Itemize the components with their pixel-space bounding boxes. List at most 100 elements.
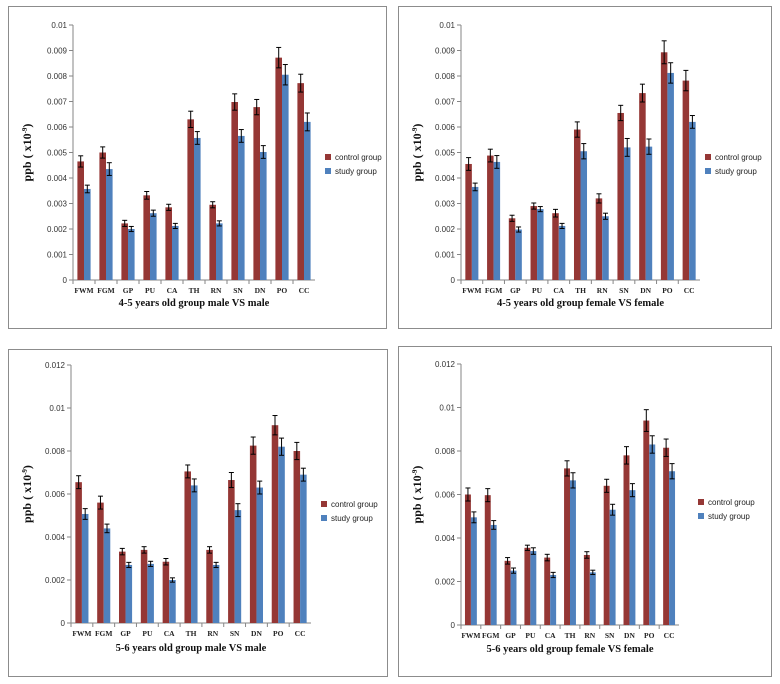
bar-study (216, 223, 223, 280)
y-axis-label-text: ppb ( x10 (20, 475, 34, 523)
x-tick-label: CC (684, 286, 695, 295)
x-tick-label: PU (142, 629, 153, 638)
bar-control (595, 198, 603, 280)
bar-control (552, 213, 559, 280)
bar-control (206, 549, 213, 623)
y-tick-label: 0.005 (47, 149, 68, 158)
x-tick-label: FGM (95, 629, 113, 638)
y-axis-label-close: ) (410, 466, 424, 470)
bar-control (603, 485, 610, 625)
y-tick-label: 0.01 (439, 404, 455, 413)
y-axis-label: ppb ( x10-9) (20, 124, 34, 182)
y-tick-label: 0.01 (51, 21, 67, 30)
y-axis-label-text: ppb ( x10 (410, 475, 424, 523)
y-tick-label: 0.008 (47, 72, 68, 81)
bar-control (253, 107, 260, 280)
legend-label-study: study group (708, 512, 750, 521)
legend-swatch-study (325, 168, 331, 174)
legend-label-study: study group (715, 167, 757, 176)
x-tick-label: SN (230, 629, 240, 638)
x-tick-label: PU (525, 631, 536, 640)
x-tick-label: CC (295, 629, 306, 638)
bar-study (645, 146, 653, 280)
chart-5-6-female: 0 0.002 0.004 0.006 0.008 0.01 0.012 FWM FGM GP PU… (410, 360, 755, 655)
chart-5-6-male: 0 0.002 0.004 0.006 0.008 0.01 0.012 FWM FGM GP PU… (20, 361, 378, 654)
legend-swatch-study (698, 513, 704, 519)
bar-study (580, 151, 588, 280)
legend-swatch-control (325, 154, 331, 160)
y-tick-label: 0.008 (435, 447, 456, 456)
bar-control (184, 471, 191, 623)
y-tick-label: 0.002 (435, 225, 456, 234)
bar-study (194, 137, 201, 280)
bar-control (121, 223, 128, 280)
y-tick-label: 0 (61, 619, 66, 628)
bar-control (623, 455, 630, 625)
y-axis-label: ppb ( x10-9) (410, 124, 424, 182)
bar-control (544, 557, 551, 625)
x-tick-label: FWM (461, 631, 480, 640)
y-axis-label-superscript: -9 (21, 127, 29, 133)
y-tick-label: 0 (451, 621, 456, 630)
y-tick-label: 0.008 (435, 72, 456, 81)
legend-label-control: control group (715, 153, 762, 162)
chart-4-5-male: 0 0.001 0.002 0.003 0.004 0.005 0.006 0.007 0.00… (20, 21, 382, 309)
x-tick-label: DN (251, 629, 262, 638)
x-tick-label: RN (597, 286, 608, 295)
bar-study (260, 151, 267, 280)
bar-study (609, 509, 616, 625)
x-tick-label: CA (545, 631, 556, 640)
bar-study (278, 446, 285, 623)
bar-study (629, 490, 636, 625)
bar-study (689, 121, 696, 281)
x-tick-label: FGM (97, 286, 115, 295)
bar-control (663, 447, 670, 625)
bar-study (103, 528, 111, 623)
y-tick-label: 0.012 (435, 360, 456, 369)
bar-study (81, 513, 89, 623)
legend-label-control: control group (708, 498, 755, 507)
legend-swatch-study (321, 515, 327, 521)
bar-control (97, 502, 104, 623)
bar-study (490, 524, 497, 625)
bar-control (564, 468, 570, 625)
x-tick-label: PO (644, 631, 655, 640)
bar-control (487, 155, 494, 280)
y-tick-label: 0.004 (47, 174, 68, 183)
bar-study (128, 229, 135, 280)
bar-control (660, 52, 668, 280)
x-tick-label: CA (164, 629, 175, 638)
x-tick-label: PU (532, 286, 543, 295)
bar-control (119, 551, 126, 623)
y-tick-label: 0.002 (45, 576, 66, 585)
bar-control (228, 480, 235, 623)
bar-control (508, 218, 516, 280)
bar-study (147, 563, 154, 623)
bar-control (682, 80, 690, 280)
y-axis-label-text: ppb ( x10 (410, 133, 424, 181)
bar-study (589, 572, 596, 625)
y-tick-label: 0.007 (435, 98, 456, 107)
bar-study (106, 169, 113, 280)
bar-study (470, 517, 477, 625)
bar-study (602, 216, 609, 280)
bar-study (471, 186, 479, 280)
bar-study (304, 121, 311, 281)
bar-control (643, 420, 650, 625)
x-tick-label: RN (584, 631, 595, 640)
x-tick-label: RN (211, 286, 222, 295)
bar-study (282, 74, 289, 280)
bar-study (256, 487, 263, 623)
legend-swatch-control (321, 501, 327, 507)
bar-study (649, 444, 656, 625)
x-tick-label: PU (145, 286, 156, 295)
x-tick-label: DN (624, 631, 635, 640)
y-axis-label: ppb ( x10-9) (410, 466, 424, 524)
y-tick-label: 0.01 (439, 21, 455, 30)
x-tick-label: TH (575, 286, 586, 295)
chart-panel-4-5-female: 0 0.001 0.002 0.003 0.004 0.005 0.006 0.007 0.00… (398, 6, 772, 329)
bar-control (639, 93, 646, 281)
y-axis-label-close: ) (20, 465, 34, 469)
bar-control (484, 495, 491, 625)
chart-title: 5-6 years old group male VS male (116, 643, 267, 654)
